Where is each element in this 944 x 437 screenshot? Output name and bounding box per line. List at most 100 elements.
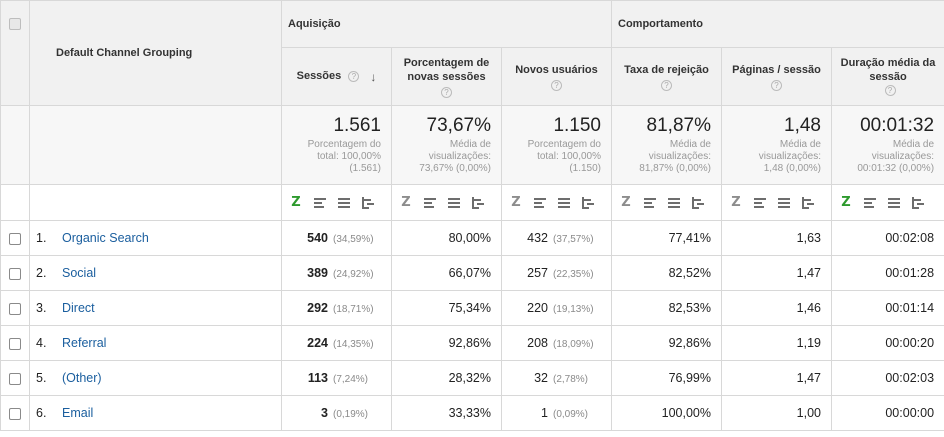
bar-chart-icon[interactable] xyxy=(424,197,436,209)
z-table-icon[interactable]: Z xyxy=(841,194,851,210)
bar-chart-icon[interactable] xyxy=(754,197,766,209)
sessions-value: 292 xyxy=(307,301,328,315)
help-icon[interactable]: ? xyxy=(441,86,452,98)
col-new-sessions-pct-label: Porcentagem de novas sessões xyxy=(403,56,490,83)
list-icon[interactable] xyxy=(778,197,790,209)
row-checkbox-cell xyxy=(0,395,30,431)
totals-row: 1.561 Porcentagem do total: 100,00% (1.561… xyxy=(0,105,944,185)
col-bounce-rate-label: Taxa de rejeição xyxy=(624,63,709,76)
row-checkbox[interactable] xyxy=(9,337,21,350)
help-icon[interactable]: ? xyxy=(551,79,562,91)
compare-icon[interactable] xyxy=(912,196,924,209)
row-avg-duration: 00:01:14 xyxy=(830,290,944,326)
bar-chart-icon[interactable] xyxy=(864,197,876,209)
dimension-header[interactable]: Default Channel Grouping xyxy=(29,0,282,106)
row-avg-duration: 00:02:03 xyxy=(830,360,944,396)
bar-chart-icon[interactable] xyxy=(314,197,326,209)
total-note: Média de visualizações: 81,87% (0,00%) xyxy=(616,139,711,175)
row-checkbox[interactable] xyxy=(9,302,21,315)
help-icon[interactable]: ? xyxy=(661,79,672,91)
z-table-icon[interactable]: Z xyxy=(291,194,301,210)
channel-link[interactable]: (Other) xyxy=(62,371,102,385)
row-index: 6. xyxy=(36,406,47,420)
viz-empty-cell xyxy=(29,184,282,221)
compare-icon[interactable] xyxy=(802,196,814,209)
table-row: 6. Email 3 (0,19%) 33,33% 1 (0,09%) 100,00% 1,00… xyxy=(0,395,944,431)
viz-icons: Z xyxy=(510,196,611,210)
channel-link[interactable]: Email xyxy=(62,406,94,420)
col-pages-per-session-label: Páginas / sessão xyxy=(732,63,821,76)
channel-link[interactable]: Referral xyxy=(62,336,107,350)
select-all-cell xyxy=(0,0,30,106)
row-checkbox[interactable] xyxy=(9,407,21,420)
viz-cell: Z xyxy=(830,184,944,221)
col-new-users[interactable]: Novos usuários ? xyxy=(501,47,612,106)
col-avg-duration-label: Duração média da sessão xyxy=(840,56,936,83)
row-avg-duration: 00:01:28 xyxy=(830,255,944,291)
list-icon[interactable] xyxy=(888,197,900,209)
dimension-header-label: Default Channel Grouping xyxy=(56,47,193,59)
channel-link[interactable]: Direct xyxy=(62,301,95,315)
help-icon[interactable]: ? xyxy=(884,85,896,97)
channel-link[interactable]: Social xyxy=(62,266,97,280)
z-table-icon[interactable]: Z xyxy=(621,194,631,210)
col-new-sessions-pct[interactable]: Porcentagem de novas sessões ? xyxy=(391,47,502,106)
bar-chart-icon[interactable] xyxy=(644,197,656,209)
row-new-users: 220 (19,13%) xyxy=(501,290,612,326)
help-icon[interactable]: ? xyxy=(348,71,360,83)
row-sessions: 113 (7,24%) xyxy=(281,360,392,396)
bar-chart-icon[interactable] xyxy=(534,197,546,209)
new-users-value: 32 xyxy=(534,371,548,385)
row-checkbox[interactable] xyxy=(9,267,21,280)
total-note-line: (1.150) xyxy=(569,163,601,174)
row-bounce-rate: 76,99% xyxy=(611,360,722,396)
compare-icon[interactable] xyxy=(362,196,374,209)
table-row: 2. Social 389 (24,92%) 66,07% 257 (22,35%) 82,5… xyxy=(0,255,944,291)
sessions-pct: (34,59%) xyxy=(333,234,374,245)
col-avg-duration[interactable]: Duração média da sessão ? xyxy=(830,47,944,106)
col-pages-per-session[interactable]: Páginas / sessão ? xyxy=(721,47,832,106)
sort-desc-icon[interactable]: ↓ xyxy=(370,69,377,84)
viz-cell: Z xyxy=(281,184,392,221)
col-sessions-label: Sessões xyxy=(296,70,342,83)
group-behavior-label: Comportamento xyxy=(618,18,703,30)
z-table-icon[interactable]: Z xyxy=(511,194,521,210)
row-dimension: 4. Referral xyxy=(29,325,282,361)
col-sessions[interactable]: Sessões ? ↓ xyxy=(281,47,392,106)
new-users-value: 432 xyxy=(527,231,548,245)
total-new-sessions-pct: 73,67% Média de visualizações: 73,67% (0,0… xyxy=(391,105,502,185)
list-icon[interactable] xyxy=(338,197,350,209)
list-icon[interactable] xyxy=(668,197,680,209)
compare-icon[interactable] xyxy=(472,196,484,209)
row-sessions: 224 (14,35%) xyxy=(281,325,392,361)
z-table-icon[interactable]: Z xyxy=(401,194,411,210)
new-users-pct: (2,78%) xyxy=(553,374,589,385)
total-note: Média de visualizações: 00:01:32 (0,00%) xyxy=(836,139,934,175)
total-value: 81,87% xyxy=(646,115,711,136)
z-table-icon[interactable]: Z xyxy=(731,194,741,210)
compare-icon[interactable] xyxy=(692,196,704,209)
new-users-pct: (18,09%) xyxy=(553,339,594,350)
row-index: 2. xyxy=(36,266,47,280)
list-icon[interactable] xyxy=(448,197,460,209)
totals-empty-cell xyxy=(0,105,30,185)
channel-link[interactable]: Organic Search xyxy=(62,231,149,245)
total-sessions: 1.561 Porcentagem do total: 100,00% (1.561… xyxy=(281,105,392,185)
row-sessions: 540 (34,59%) xyxy=(281,220,392,256)
help-icon[interactable]: ? xyxy=(771,79,782,91)
row-pages-per-session: 1,46 xyxy=(721,290,832,326)
group-behavior: Comportamento xyxy=(610,0,944,48)
row-checkbox[interactable] xyxy=(9,232,21,245)
total-note-line: visualizações: xyxy=(648,151,711,162)
list-icon[interactable] xyxy=(558,197,570,209)
select-all-checkbox[interactable] xyxy=(9,18,21,30)
row-checkbox[interactable] xyxy=(9,372,21,385)
row-pages-per-session: 1,47 xyxy=(721,255,832,291)
new-users-pct: (19,13%) xyxy=(553,304,594,315)
col-bounce-rate[interactable]: Taxa de rejeição ? xyxy=(611,47,722,106)
viz-icons: Z xyxy=(290,196,391,210)
new-users-value: 208 xyxy=(527,336,548,350)
total-note-line: Média de xyxy=(669,139,711,150)
compare-icon[interactable] xyxy=(582,196,594,209)
table-row: 3. Direct 292 (18,71%) 75,34% 220 (19,13%) 82,5… xyxy=(0,290,944,326)
